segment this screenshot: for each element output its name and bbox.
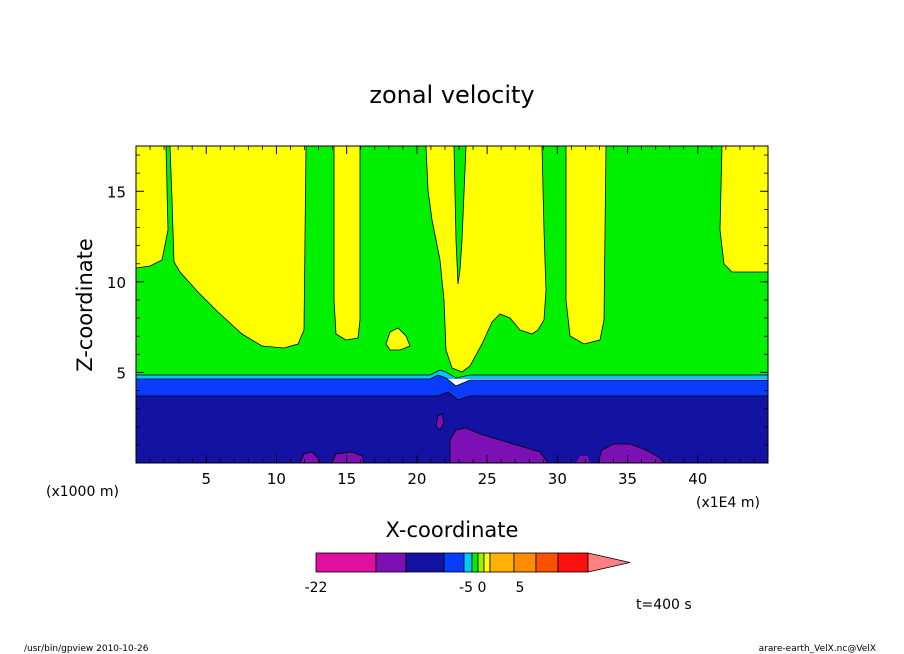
x-tick-label: 25 bbox=[478, 470, 497, 488]
region-yellow-mid bbox=[334, 146, 360, 340]
x-unit-label: (x1E4 m) bbox=[696, 495, 760, 511]
band-cyan bbox=[136, 370, 768, 379]
y-axis-label: Z-coordinate bbox=[73, 238, 97, 372]
x-tick-label: 10 bbox=[267, 470, 286, 488]
region-purple-5 bbox=[332, 452, 364, 463]
region-yellow-center bbox=[426, 146, 546, 372]
colorbar-segment bbox=[477, 552, 485, 573]
x-tick-label: 5 bbox=[201, 470, 211, 488]
footer-right: arare-earth_VelX.nc@VelX bbox=[759, 644, 876, 654]
region-yellow-left bbox=[136, 146, 306, 348]
region-navy bbox=[136, 392, 768, 463]
plot-area: 5 10 15 20 25 30 35 40 5 10 15 bbox=[107, 145, 769, 488]
region-yellow-right2 bbox=[720, 146, 768, 272]
x-tick-label: 15 bbox=[337, 470, 356, 488]
region-yellow-right1 bbox=[566, 146, 606, 344]
colorbar-arrow bbox=[587, 552, 631, 573]
x-axis-label: X-coordinate bbox=[386, 518, 519, 542]
colorbar-tick-label: 5 bbox=[516, 580, 525, 596]
colorbar-tick-label: 0 bbox=[478, 580, 487, 596]
time-label: t=400 s bbox=[636, 597, 692, 613]
y-tick-label: 5 bbox=[116, 364, 126, 382]
region-yellow-blob bbox=[386, 328, 410, 350]
axis-ticks: 5 10 15 20 25 30 35 40 5 10 15 bbox=[107, 146, 768, 488]
colorbar-segment bbox=[463, 552, 473, 573]
colorbar-segment bbox=[489, 552, 515, 573]
colorbar-segment bbox=[405, 552, 445, 573]
colorbar-segment bbox=[471, 552, 479, 573]
colorbar-segment bbox=[375, 552, 407, 573]
y-tick-label: 15 bbox=[107, 183, 126, 201]
colorbar-segment bbox=[443, 552, 465, 573]
chart-title: zonal velocity bbox=[369, 81, 534, 109]
footer-left: /usr/bin/gpview 2010-10-26 bbox=[24, 644, 149, 654]
y-tick-label: 10 bbox=[107, 274, 126, 292]
region-purple-4 bbox=[300, 452, 320, 463]
x-tick-label: 30 bbox=[548, 470, 567, 488]
y-unit-label: (x1000 m) bbox=[46, 484, 119, 500]
x-tick-label: 40 bbox=[688, 470, 707, 488]
region-purple-1 bbox=[450, 428, 548, 463]
x-tick-label: 35 bbox=[618, 470, 637, 488]
colorbar-labels: -22 -5 0 5 bbox=[305, 580, 525, 596]
colorbar-segment bbox=[513, 552, 537, 573]
region-purple-3 bbox=[598, 444, 664, 463]
colorbar-tick-label: -5 bbox=[459, 580, 473, 596]
colorbar-segment bbox=[557, 552, 589, 573]
colorbar-tick-label: -22 bbox=[305, 580, 328, 596]
contour-lines bbox=[136, 146, 768, 463]
colorbar-segment bbox=[315, 552, 377, 573]
band-blue bbox=[136, 375, 768, 400]
region-purple-6 bbox=[576, 456, 590, 463]
colorbar-segment bbox=[483, 552, 491, 573]
plot-frame bbox=[135, 145, 769, 464]
x-tick-label: 20 bbox=[407, 470, 426, 488]
colorbar-segment bbox=[535, 552, 559, 573]
colorbar bbox=[315, 552, 631, 573]
